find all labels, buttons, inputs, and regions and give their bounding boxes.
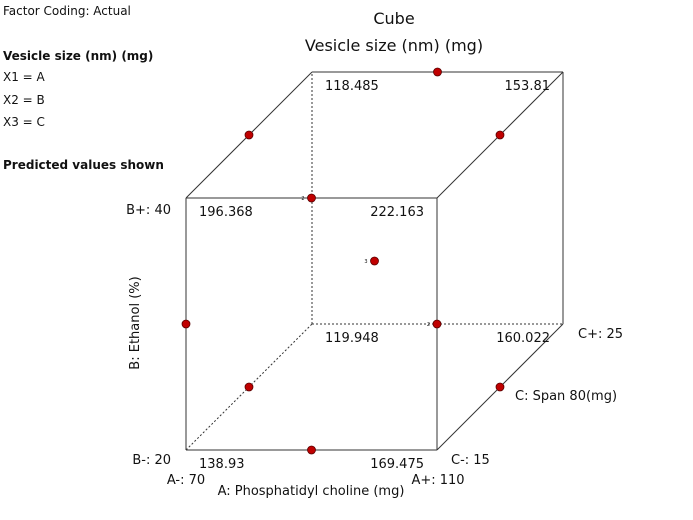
- corner-value-label: 153.81: [505, 79, 551, 94]
- design-point: [244, 130, 254, 140]
- design-point: [370, 256, 379, 266]
- replicate-count-label: 2: [427, 322, 430, 328]
- design-point: [433, 67, 442, 77]
- design-point: [244, 382, 254, 392]
- axis-labels: B+: 40 B-: 20 A-: 70 A+: 110 A: Phosphat…: [126, 203, 623, 499]
- corner-value-label: 169.475: [370, 457, 424, 472]
- replicate-count-label: 3: [364, 259, 367, 265]
- design-point: [307, 445, 316, 455]
- c-high-label: C+: 25: [578, 327, 623, 342]
- corner-value-label: 118.485: [325, 79, 379, 94]
- response-name-label: Vesicle size (nm) (mg): [3, 49, 154, 63]
- b-high-label: B+: 40: [126, 203, 171, 218]
- b-low-label: B-: 20: [132, 453, 171, 468]
- corner-value-label: 222.163: [370, 205, 424, 220]
- a-high-label: A+: 110: [411, 473, 464, 488]
- corner-value-label: 119.948: [325, 331, 379, 346]
- design-point: [432, 319, 442, 329]
- a-axis-label: A: Phosphatidyl choline (mg): [218, 484, 405, 499]
- b-axis-label: B: Ethanol (%): [128, 276, 143, 369]
- corner-value-label: 160.022: [496, 331, 550, 346]
- a-low-label: A-: 70: [167, 473, 205, 488]
- factor-coding-label: Factor Coding: Actual: [3, 4, 131, 18]
- design-point: [495, 130, 505, 140]
- replicate-count-label: 2: [301, 196, 304, 202]
- chart-subtitle: Vesicle size (nm) (mg): [305, 36, 483, 55]
- factor-x2-label: X2 = B: [3, 93, 45, 107]
- c-axis-label: C: Span 80(mg): [515, 389, 617, 404]
- corner-value-label: 138.93: [199, 457, 245, 472]
- factor-x3-label: X3 = C: [3, 115, 45, 129]
- c-low-label: C-: 15: [451, 453, 490, 468]
- corner-value-label: 196.368: [199, 205, 253, 220]
- design-point: [307, 193, 316, 203]
- factor-x1-label: X1 = A: [3, 70, 45, 84]
- design-point: [495, 382, 505, 392]
- corner-values: 138.93 169.475 196.368 222.163 119.948 160.02…: [199, 79, 550, 472]
- predicted-values-label: Predicted values shown: [3, 158, 164, 172]
- design-points: 2 2 3: [181, 67, 505, 455]
- chart-title: Cube: [373, 9, 414, 28]
- design-point: [181, 319, 191, 329]
